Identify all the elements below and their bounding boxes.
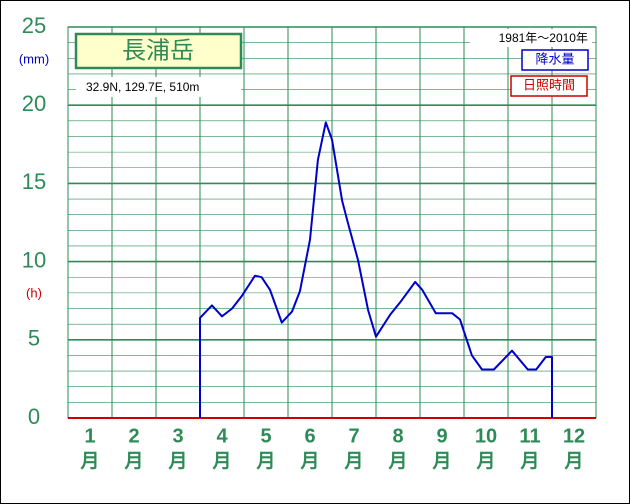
- x-tick-label: 2: [128, 425, 139, 447]
- x-tick-label: 3: [172, 425, 183, 447]
- x-tick-suffix: 月: [343, 451, 363, 472]
- y-tick-label: 15: [22, 169, 46, 194]
- y-tick-label: 0: [28, 404, 40, 429]
- x-tick-suffix: 月: [387, 451, 407, 472]
- x-tick-suffix: 月: [475, 451, 495, 472]
- title-box: [74, 32, 243, 70]
- data-line: [199, 121, 553, 418]
- x-tick-label: 6: [304, 425, 315, 447]
- x-tick-suffix: 月: [519, 451, 539, 472]
- x-tick-label: 5: [260, 425, 271, 447]
- legend-label: 日照時間: [523, 77, 575, 92]
- y-tick-label: 25: [22, 13, 46, 38]
- x-tick-label: 7: [348, 425, 359, 447]
- x-tick-suffix: 月: [431, 451, 451, 472]
- x-tick-label: 11: [519, 425, 540, 447]
- x-tick-suffix: 月: [255, 451, 275, 472]
- x-tick-suffix: 月: [563, 451, 583, 472]
- legend-box: [521, 49, 589, 71]
- period: 1981年〜2010年: [499, 31, 588, 45]
- x-tick-label: 8: [392, 425, 403, 447]
- x-tick-suffix: 月: [79, 451, 99, 472]
- y-unit-right: (h): [26, 285, 42, 300]
- subtitle-bg: [76, 77, 241, 97]
- y-tick-label: 5: [28, 326, 40, 351]
- chart-title: 長浦岳: [122, 37, 194, 64]
- x-tick-suffix: 月: [123, 451, 143, 472]
- x-tick-label: 12: [563, 425, 585, 447]
- legend-box: [510, 75, 588, 97]
- x-tick-suffix: 月: [167, 451, 187, 472]
- y-tick-label: 20: [22, 91, 46, 116]
- x-tick-suffix: 月: [299, 451, 319, 472]
- x-tick-label: 9: [436, 425, 447, 447]
- x-tick-label: 1: [84, 425, 95, 447]
- y-unit-left: (mm): [19, 51, 49, 66]
- x-tick-suffix: 月: [211, 451, 231, 472]
- y-tick-label: 10: [22, 247, 46, 272]
- legend-label: 降水量: [535, 51, 574, 66]
- chart-subtitle: 32.9N, 129.7E, 510m: [86, 80, 199, 94]
- x-tick-label: 10: [475, 425, 497, 447]
- period-bg: [470, 29, 592, 47]
- x-tick-label: 4: [216, 425, 228, 447]
